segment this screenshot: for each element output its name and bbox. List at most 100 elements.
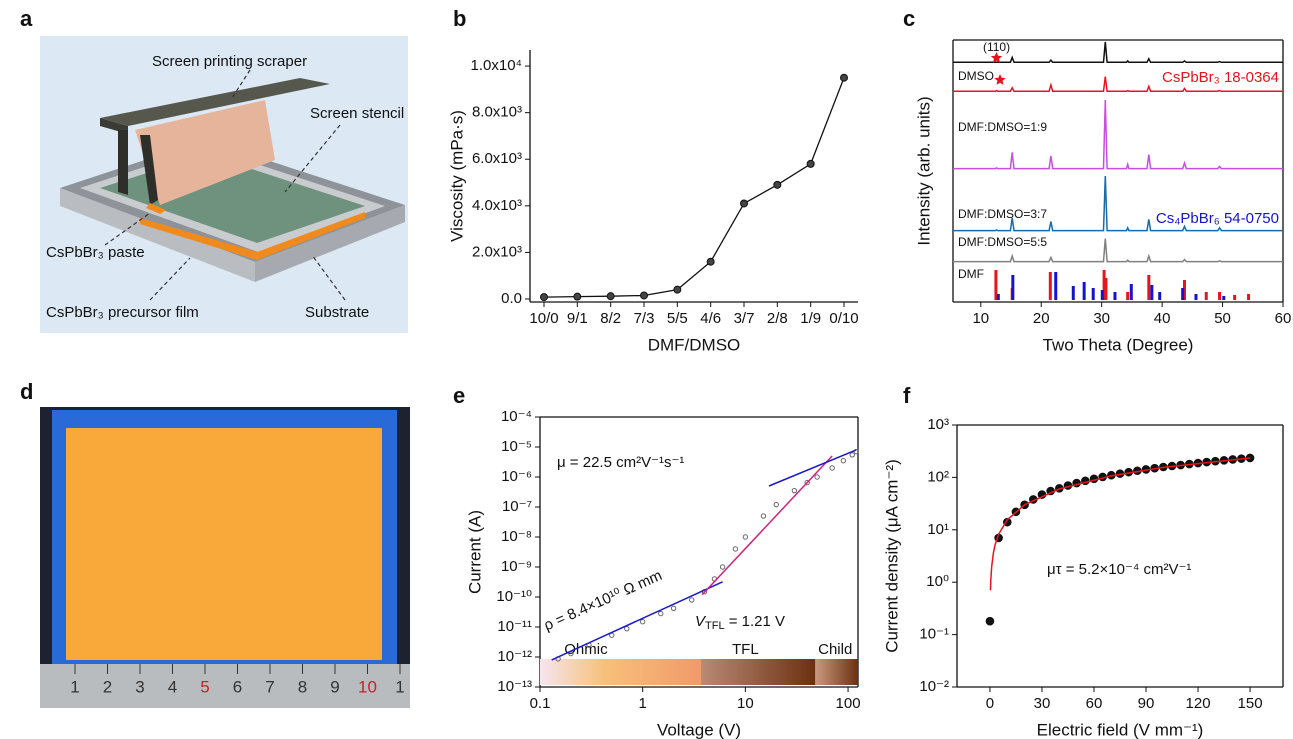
reference-stick (1011, 275, 1015, 300)
reference-stick (1218, 292, 1222, 300)
data-point (853, 448, 859, 455)
y-tick-label: 10⁻¹² (497, 648, 532, 665)
reference-stick (1091, 288, 1095, 300)
x-tick-label: 8/2 (600, 310, 621, 327)
x-tick-label: 90 (1138, 695, 1155, 712)
region-band (815, 659, 858, 685)
schematic-label: CsPbBr₃ paste (46, 244, 145, 261)
series-label: DMSO (958, 69, 994, 83)
y-tick-label: 10⁻⁵ (501, 438, 532, 455)
series-label: DMF (958, 267, 984, 281)
ruler-label: 2 (103, 677, 112, 696)
data-point (806, 159, 815, 168)
y-tick-label: 10¹ (927, 521, 949, 538)
peak-star (994, 74, 1006, 85)
leader-line (231, 69, 251, 99)
data-line (543, 77, 845, 298)
fit-line (701, 455, 833, 596)
x-tick-label: 1/9 (800, 310, 821, 327)
annotation: μ = 22.5 cm²V⁻¹s⁻¹ (557, 454, 684, 471)
data-point (840, 457, 847, 464)
x-tick-label: 50 (1214, 310, 1231, 327)
ruler-label: 5 (200, 677, 209, 696)
x-tick-label: 40 (1154, 310, 1171, 327)
y-tick-label: 4.0x10³ (472, 197, 522, 214)
x-axis-title: Two Theta (Degree) (1043, 335, 1194, 354)
ruler-label: 1 (70, 677, 79, 696)
ruler-label: 6 (233, 677, 242, 696)
reference-stick (1233, 295, 1237, 300)
annotation: μτ = 5.2×10⁻⁴ cm²V⁻¹ (1047, 561, 1191, 578)
y-tick-label: 10⁻¹ (919, 626, 949, 643)
ruler-scale: 1 2 3 4 5 6 7 8 9 10 1 (70, 664, 405, 696)
x-tick-label: 3/7 (734, 310, 755, 327)
x-tick-label: 5/5 (667, 310, 688, 327)
x-tick-label: 60 (1086, 695, 1103, 712)
y-tick-label: 10⁻⁹ (501, 558, 532, 575)
data-point (791, 487, 798, 494)
data-point (814, 474, 820, 480)
data-point (540, 293, 548, 302)
ruler-label: 4 (168, 677, 177, 696)
data-point (840, 73, 848, 82)
ruler-label: 3 (135, 677, 144, 696)
ruler (40, 664, 410, 708)
x-tick-label: 30 (1034, 695, 1051, 712)
x-tick-label: 10 (737, 695, 754, 712)
y-tick-label: 1.0x10⁴ (471, 57, 522, 74)
fit-line (551, 581, 723, 661)
x-axis-title: Voltage (V) (657, 720, 741, 739)
series-label: DMF:DMSO=5:5 (958, 235, 1047, 249)
region-label: Ohmic (564, 641, 608, 658)
reference-stick (1147, 275, 1151, 300)
reference-stick (1222, 296, 1226, 300)
schematic-label: Screen stencil (310, 105, 404, 122)
data-point (719, 564, 726, 570)
reference-stick (1182, 280, 1186, 300)
y-tick-label: 6.0x10³ (472, 150, 522, 167)
region-label: TFL (732, 641, 759, 658)
y-tick-label: 8.0x10³ (472, 104, 522, 121)
data-point (740, 199, 748, 208)
series-label: DMF:DMSO=1:9 (958, 120, 1047, 134)
y-axis-title: Intensity (arb. units) (914, 96, 933, 245)
reference-label: Cs₄PbBr₆ 54-0750 (1156, 210, 1279, 227)
paste (146, 203, 166, 214)
x-tick-label: 0 (986, 695, 994, 712)
data-point (985, 616, 995, 626)
precursor-film (140, 212, 365, 260)
fit-line (989, 457, 1251, 591)
reference-stick (1194, 294, 1198, 300)
substrate-front (60, 188, 255, 282)
schematic: Screen printing scraper Screen stencil C… (40, 36, 408, 333)
reference-stick (1048, 272, 1052, 300)
annotation-part: V (695, 613, 707, 630)
reference-stick (1054, 272, 1058, 300)
series-label: DMF:DMSO=3:7 (958, 207, 1047, 221)
schematic-label: Screen printing scraper (152, 53, 307, 70)
scraper-leg (118, 130, 128, 195)
x-tick-label: 30 (1093, 310, 1110, 327)
x-tick-label: 10/0 (529, 310, 558, 327)
fit-line (768, 449, 857, 487)
annotation: (110) (983, 40, 1010, 54)
chart: 10 20 30 40 50 60 Two Theta (Degree) Intensity … (914, 39, 1291, 354)
data-point (706, 257, 715, 266)
reference-stick (994, 270, 998, 300)
chart: 0 30 60 90 120 150 10⁻² 10⁻¹ 10⁰ 10¹ 10² 10³ Electri… (882, 416, 1284, 739)
data-point (606, 292, 615, 301)
leader-line (149, 257, 191, 301)
data-point (804, 479, 810, 486)
x-tick-label: 0/10 (829, 310, 858, 327)
data-point (639, 619, 646, 625)
x-tick-label: 1 (639, 695, 647, 712)
schematic-label: CsPbBr₃ precursor film (46, 304, 199, 321)
y-tick-label: 10² (927, 468, 949, 485)
data-point (829, 465, 835, 471)
spectrum-line (953, 76, 1283, 93)
scraper-leg (140, 135, 158, 205)
data-point (688, 597, 695, 603)
panel-label: a (20, 6, 33, 31)
photo: 1 2 3 4 5 6 7 8 9 10 1 (40, 407, 410, 708)
